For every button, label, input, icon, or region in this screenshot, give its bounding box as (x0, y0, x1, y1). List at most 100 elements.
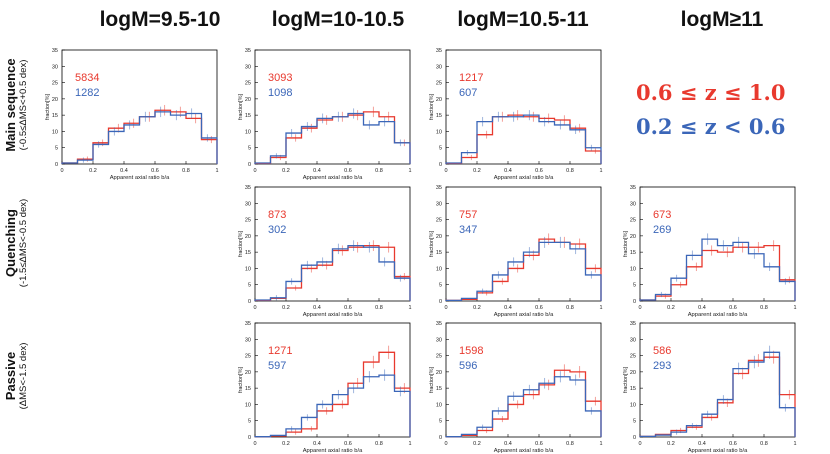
x-tick-label: 0.8 (375, 168, 383, 174)
y-tick-label: 0 (439, 299, 442, 305)
x-axis-label: Apparent axial ratio b/a (494, 312, 554, 318)
y-tick-label: 20 (630, 370, 636, 376)
y-tick-label: 10 (630, 266, 636, 272)
red-series-step (445, 114, 602, 164)
y-tick-label: 15 (52, 113, 58, 119)
y-tick-label: 20 (52, 97, 58, 103)
x-tick-label: 0.4 (120, 168, 128, 174)
x-tick-label: 1 (599, 441, 602, 447)
y-tick-label: 15 (245, 113, 251, 119)
x-axis-label: Apparent axial ratio b/a (688, 312, 748, 318)
x-tick-label: 0.4 (504, 305, 512, 311)
blue-series-step (639, 351, 796, 437)
red-count-label: 1271 (268, 345, 292, 357)
y-tick-label: 35 (630, 321, 636, 327)
x-tick-label: 0.8 (375, 441, 383, 447)
x-tick-label: 1 (793, 441, 796, 447)
blue-count-label: 347 (459, 224, 477, 236)
histogram-panel: 0 5 10 15 20 25 30 35 0 0.2 0.4 0.6 0.8 1 Apparent axi… (238, 321, 412, 454)
x-tick-label: 1 (599, 168, 602, 174)
y-tick-label: 5 (55, 146, 58, 152)
y-tick-label: 30 (52, 64, 58, 70)
x-tick-label: 0 (444, 305, 447, 311)
y-axis-label: fraction[%] (429, 231, 435, 257)
x-tick-label: 0.6 (535, 168, 543, 174)
x-tick-label: 0.2 (473, 441, 481, 447)
histogram-panel: 0 5 10 15 20 25 30 35 0 0.2 0.4 0.6 0.8 1 Apparent axi… (45, 48, 219, 181)
y-axis-label: fraction[%] (238, 231, 244, 257)
x-tick-label: 0.4 (504, 441, 512, 447)
y-tick-label: 10 (245, 402, 251, 408)
blue-count-label: 302 (268, 224, 286, 236)
red-count-label: 757 (459, 209, 477, 221)
x-tick-label: 0.2 (473, 168, 481, 174)
y-tick-label: 0 (633, 435, 636, 441)
y-tick-label: 20 (245, 234, 251, 240)
column-title-11: logM≥11 (680, 8, 764, 31)
y-tick-label: 25 (436, 218, 442, 224)
x-tick-label: 0.2 (89, 168, 97, 174)
y-tick-label: 15 (436, 250, 442, 256)
y-axis-label: fraction[%] (623, 231, 629, 257)
blue-series-step (445, 376, 602, 438)
y-tick-label: 15 (630, 386, 636, 392)
histogram-panel: 0 5 10 15 20 25 30 35 0 0.2 0.4 0.6 0.8 1 Apparent axi… (623, 185, 797, 318)
blue-series-step (254, 112, 411, 164)
y-axis-label: fraction[%] (623, 367, 629, 393)
x-tick-label: 0 (60, 168, 63, 174)
blue-series-step (254, 374, 411, 438)
y-axis-label: fraction[%] (429, 367, 435, 393)
y-tick-label: 35 (630, 185, 636, 191)
x-tick-label: 1 (599, 305, 602, 311)
x-tick-label: 0.6 (535, 441, 543, 447)
y-tick-label: 0 (439, 162, 442, 168)
x-axis-label: Apparent axial ratio b/a (303, 175, 363, 181)
y-tick-label: 5 (439, 283, 442, 289)
y-tick-label: 5 (633, 283, 636, 289)
y-tick-label: 25 (436, 354, 442, 360)
y-tick-label: 25 (245, 218, 251, 224)
y-axis-label: fraction[%] (429, 94, 435, 120)
blue-series-step (445, 241, 602, 301)
x-tick-label: 1 (408, 441, 411, 447)
red-count-label: 873 (268, 209, 286, 221)
plot-frame (254, 186, 411, 302)
red-count-label: 586 (653, 345, 671, 357)
blue-count-label: 597 (268, 360, 286, 372)
y-axis-label: fraction[%] (238, 94, 244, 120)
x-tick-label: 0.4 (504, 168, 512, 174)
x-tick-label: 0 (253, 305, 256, 311)
x-tick-label: 0.2 (282, 168, 290, 174)
x-tick-label: 0 (638, 305, 641, 311)
y-tick-label: 0 (55, 162, 58, 168)
y-tick-label: 20 (630, 234, 636, 240)
x-tick-label: 0.6 (535, 305, 543, 311)
x-tick-label: 0.4 (313, 168, 321, 174)
y-tick-label: 30 (630, 337, 636, 343)
histogram-panel: 0 5 10 15 20 25 30 35 0 0.2 0.4 0.6 0.8 1 Apparent axi… (623, 321, 797, 454)
y-tick-label: 0 (439, 435, 442, 441)
x-tick-label: 0.6 (729, 441, 737, 447)
y-tick-label: 35 (436, 48, 442, 54)
plot-frame (639, 322, 796, 438)
blue-count-label: 596 (459, 360, 477, 372)
legend-blue: 0.2 ≤ z < 0.6 (636, 114, 786, 139)
plot-frame (445, 49, 602, 165)
column-title-10.5-11: logM=10.5-11 (457, 8, 589, 31)
y-tick-label: 35 (436, 185, 442, 191)
y-tick-label: 30 (436, 337, 442, 343)
y-tick-label: 5 (248, 419, 251, 425)
red-series-step (445, 369, 602, 438)
y-tick-label: 0 (248, 162, 251, 168)
blue-count-label: 293 (653, 360, 671, 372)
x-tick-label: 0.8 (566, 441, 574, 447)
y-tick-label: 10 (245, 129, 251, 135)
x-tick-label: 0.2 (667, 305, 675, 311)
x-tick-label: 0 (253, 168, 256, 174)
red-series-step (254, 351, 411, 438)
y-tick-label: 35 (245, 48, 251, 54)
x-tick-label: 0.8 (566, 168, 574, 174)
y-tick-label: 0 (248, 299, 251, 305)
y-tick-label: 10 (436, 129, 442, 135)
